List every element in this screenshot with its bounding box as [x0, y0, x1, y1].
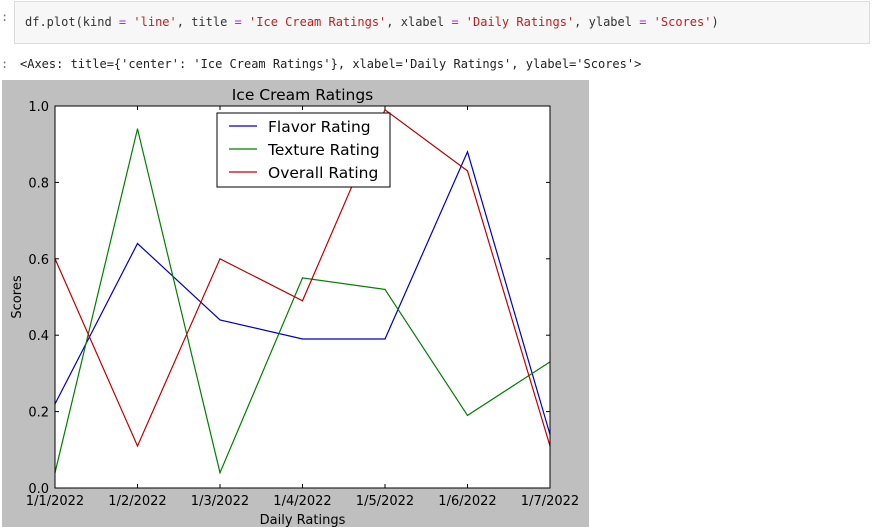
code-string: 'Daily Ratings'	[465, 15, 575, 29]
legend-box	[216, 112, 391, 188]
code-cell[interactable]: df.plot(kind = 'line', title = 'Ice Crea…	[14, 1, 870, 44]
line-chart: 0.0 0.2 0.4 0.6 0.8 1.0 1/1/2022 1/2/2022 1/3/20…	[10, 86, 579, 527]
x-tick-label: 1/6/2022	[438, 494, 496, 509]
chart-figure: 0.0 0.2 0.4 0.6 0.8 1.0 1/1/2022 1/2/2022 1/3/20…	[2, 80, 589, 527]
y-tick-label: 0.0	[28, 482, 49, 497]
y-tick-label: 0.2	[28, 406, 49, 421]
x-axis-label: Daily Ratings	[260, 513, 346, 527]
output-prompt: :	[1, 57, 9, 71]
x-tick-label: 1/2/2022	[108, 494, 166, 509]
code-operator: =	[118, 15, 127, 29]
chart-title: Ice Cream Ratings	[232, 86, 374, 104]
x-tick-label: 1/5/2022	[356, 494, 414, 509]
data-point	[466, 151, 469, 153]
code-token	[242, 15, 249, 29]
code-token: , title	[176, 15, 235, 29]
code-token: , ylabel	[574, 15, 640, 29]
code-token: )	[711, 15, 719, 29]
output-text: <Axes: title={'center': 'Ice Cream Ratin…	[20, 57, 642, 71]
legend-label: Overall Rating	[268, 164, 378, 182]
data-point	[384, 288, 386, 290]
x-tick-label: 1/4/2022	[273, 494, 331, 509]
data-point	[136, 128, 139, 130]
data-point	[136, 445, 139, 447]
code-string: 'Scores'	[653, 15, 712, 29]
data-point	[219, 472, 221, 474]
data-point	[301, 277, 304, 279]
data-point	[301, 338, 304, 340]
x-tick-label: 1/3/2022	[191, 494, 249, 509]
data-point	[136, 242, 139, 245]
y-tick-label: 0.6	[28, 253, 49, 268]
code-token: , xlabel	[386, 15, 452, 29]
y-tick-label: 1.0	[28, 100, 49, 115]
code-token: df.plot(kind	[25, 15, 119, 29]
code-token	[459, 15, 466, 29]
x-tick-label: 1/1/2022	[26, 494, 84, 509]
y-tick-label: 0.4	[28, 329, 49, 344]
data-point	[219, 319, 221, 321]
x-tick-label: 1/7/2022	[521, 494, 579, 509]
data-point	[466, 414, 469, 417]
code-operator: =	[639, 15, 647, 29]
data-point	[219, 258, 221, 260]
code-string: 'line'	[133, 15, 177, 29]
code-token	[646, 15, 653, 29]
data-point	[466, 170, 469, 172]
y-axis-label: Scores	[10, 275, 25, 318]
code-operator: =	[451, 15, 459, 29]
y-tick-label: 0.8	[28, 176, 49, 191]
code-operator: =	[234, 15, 242, 29]
data-point	[384, 338, 386, 340]
legend-label: Flavor Rating	[268, 118, 371, 136]
code-string: 'Ice Cream Ratings'	[249, 15, 387, 29]
input-prompt: :	[1, 10, 9, 24]
legend-label: Texture Rating	[267, 141, 380, 159]
data-point	[301, 300, 304, 302]
code-line: df.plot(kind = 'line', title = 'Ice Crea…	[25, 15, 719, 29]
